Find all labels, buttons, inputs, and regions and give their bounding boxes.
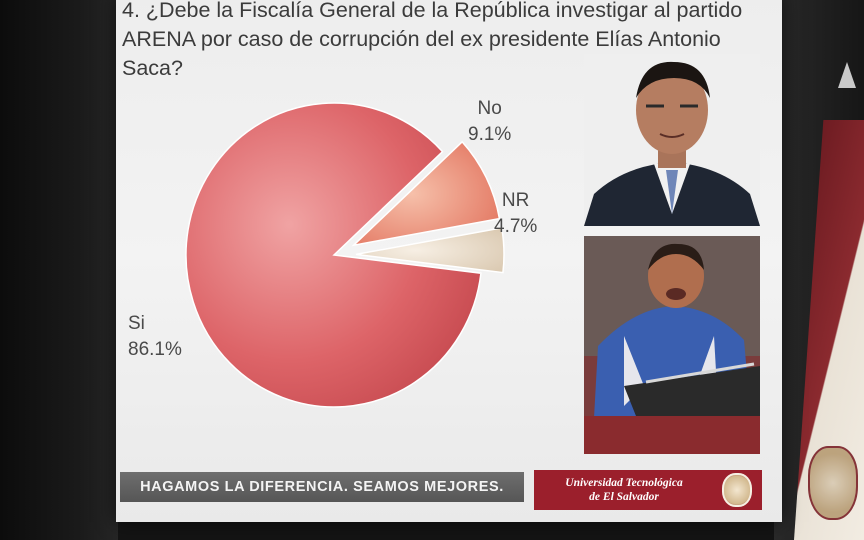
- question-line-3: Saca?: [122, 56, 183, 80]
- question-line-2: ARENA por caso de corrupción del ex pres…: [122, 27, 721, 51]
- slide-question: 4. ¿Debe la Fiscalía General de la Repúb…: [122, 0, 772, 83]
- pie-label-nr: NR 4.7%: [494, 188, 537, 240]
- pie-label-si: Si 86.1%: [128, 311, 182, 363]
- flag-pole-tip-icon: [838, 62, 856, 88]
- pie-slice-si: [185, 102, 482, 408]
- pie-label-nr-name: NR: [501, 190, 530, 211]
- pie-chart: [185, 102, 505, 408]
- pie-label-si-value: 86.1%: [128, 339, 182, 360]
- pie-label-no: No 9.1%: [468, 96, 511, 148]
- pie-label-no-value: 9.1%: [468, 124, 512, 145]
- pie-label-si-name: Si: [128, 313, 145, 334]
- question-line-1: 4. ¿Debe la Fiscalía General de la Repúb…: [122, 0, 743, 22]
- university-logo: Universidad Tecnológica de El Salvador: [534, 470, 762, 510]
- room-left-wall: [0, 0, 118, 540]
- footer-slogan: HAGAMOS LA DIFERENCIA. SEAMOS MEJORES.: [140, 479, 504, 495]
- pie-slice-no: [351, 140, 501, 247]
- pie-label-no-name: No: [477, 98, 502, 119]
- flag-seal-icon: [808, 446, 858, 520]
- logo-line-2: de El Salvador: [589, 491, 659, 503]
- university-logo-text: Universidad Tecnológica de El Salvador: [540, 476, 708, 504]
- logo-line-1: Universidad Tecnológica: [565, 477, 683, 489]
- room-right-wall: [774, 0, 864, 540]
- man-speaking-podium-icon: [584, 236, 760, 454]
- university-seal-icon: [722, 473, 752, 507]
- pie-slice-nr: [355, 226, 505, 274]
- pie-label-nr-value: 4.7%: [494, 216, 538, 237]
- projection-screen: 4. ¿Debe la Fiscalía General de la Repúb…: [116, 0, 782, 522]
- footer-slogan-bar: HAGAMOS LA DIFERENCIA. SEAMOS MEJORES.: [120, 472, 524, 502]
- portrait-man-suit-icon: [584, 54, 760, 226]
